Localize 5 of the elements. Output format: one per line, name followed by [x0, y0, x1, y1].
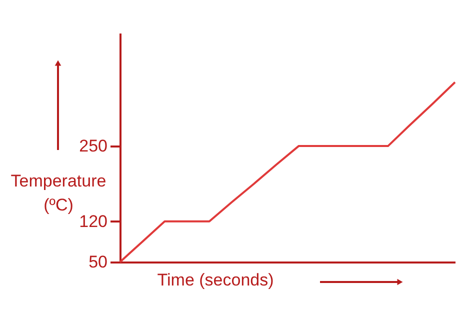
- y-axis-title: Temperature (ºC): [10, 172, 106, 214]
- y-tick-label: 120: [79, 212, 108, 231]
- y-tick-label: 250: [79, 136, 108, 156]
- x-axis-title: Time (seconds): [157, 270, 274, 290]
- y-tick-label: 50: [88, 252, 108, 272]
